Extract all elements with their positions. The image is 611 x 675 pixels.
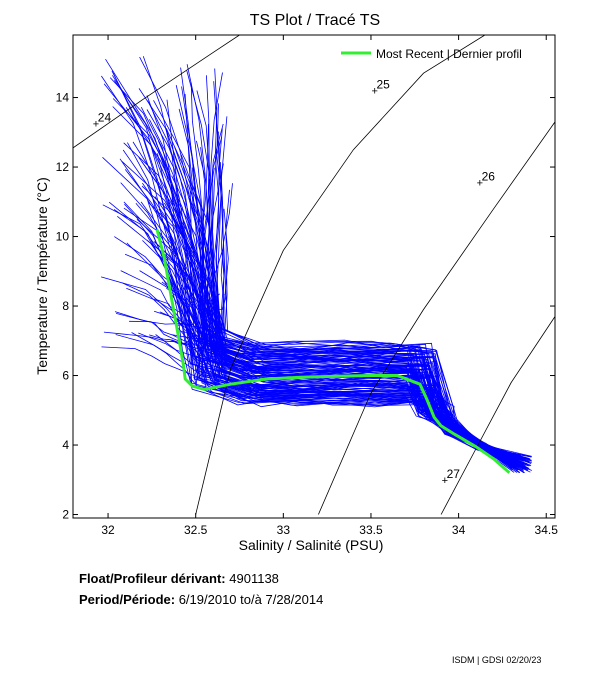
density-contour xyxy=(195,35,486,515)
density-contours: +24+25+26+27 xyxy=(73,35,555,515)
y-tick-label: 2 xyxy=(62,508,69,522)
profile-trace xyxy=(142,56,530,469)
profile-trace xyxy=(158,208,513,457)
profile-trace xyxy=(178,108,530,470)
profile-trace xyxy=(166,99,532,471)
profile-trace xyxy=(139,56,518,468)
profile-trace xyxy=(220,162,527,469)
profile-trace xyxy=(184,93,516,463)
y-tick-label: 8 xyxy=(62,299,69,313)
density-contour xyxy=(73,35,240,149)
profile-trace xyxy=(196,140,517,461)
profile-trace xyxy=(201,136,514,469)
profile-trace xyxy=(206,75,531,473)
footer-credit: ISDM | GDSI 02/20/23 xyxy=(452,655,542,665)
profile-trace xyxy=(180,154,529,467)
profile-trace xyxy=(213,81,532,466)
profile-trace xyxy=(112,75,517,465)
period-info: Period/Période: 6/19/2010 to/à 7/28/2014 xyxy=(79,592,323,607)
x-tick-label: 32.5 xyxy=(184,523,208,537)
float-info: Float/Profileur dérivant: 4901138 xyxy=(79,571,279,586)
profile-trace xyxy=(188,197,517,469)
y-tick-label: 4 xyxy=(62,438,69,452)
contour-label: 25 xyxy=(376,78,390,92)
profile-trace xyxy=(101,75,515,457)
float-id: 4901138 xyxy=(229,571,279,586)
profile-trace xyxy=(196,90,531,458)
density-contour xyxy=(318,121,555,515)
x-tick-label: 34.5 xyxy=(535,523,559,537)
contour-marker: + xyxy=(442,475,448,487)
legend-label: Most Recent | Dernier profil xyxy=(376,47,522,61)
profile-trace xyxy=(197,163,518,462)
profile-trace xyxy=(180,67,527,469)
contour-marker: + xyxy=(93,119,99,131)
x-axis-label: Salinity / Salinité (PSU) xyxy=(239,537,384,553)
profile-trace xyxy=(126,287,531,458)
density-contour xyxy=(440,316,555,515)
profile-trace xyxy=(210,128,518,469)
profile-trace xyxy=(181,86,524,471)
period-end: 7/28/2014 xyxy=(265,592,324,607)
profile-trace xyxy=(220,183,532,463)
contour-label: 26 xyxy=(482,170,496,184)
profile-trace xyxy=(200,123,515,465)
profile-trace xyxy=(215,131,516,458)
contour-marker: + xyxy=(371,86,377,98)
profile-trace xyxy=(191,167,514,462)
y-tick-label: 12 xyxy=(56,160,70,174)
x-tick-label: 34 xyxy=(452,523,466,537)
profile-trace xyxy=(109,77,522,468)
most-recent-profile-line xyxy=(155,229,511,474)
legend: Most Recent | Dernier profil xyxy=(341,47,522,61)
most-recent-layer xyxy=(155,229,511,474)
y-tick-label: 6 xyxy=(62,369,69,383)
profile-trace xyxy=(175,85,524,473)
period-separator: to/à xyxy=(240,592,262,607)
x-tick-label: 33.5 xyxy=(359,523,383,537)
period-start: 6/19/2010 xyxy=(178,592,237,607)
plot-frame xyxy=(72,34,556,519)
contour-label: 24 xyxy=(98,111,112,125)
contour-label: 27 xyxy=(447,467,461,481)
profile-traces xyxy=(100,56,532,474)
profile-trace xyxy=(215,151,516,468)
contour-marker: + xyxy=(477,178,483,190)
profile-trace xyxy=(192,185,518,466)
profile-trace xyxy=(205,103,528,465)
profile-trace xyxy=(223,189,521,463)
y-tick-label: 14 xyxy=(56,91,70,105)
profile-trace xyxy=(200,123,518,461)
profile-trace xyxy=(214,116,516,471)
y-axis-label: Temperature / Température (°C) xyxy=(34,177,50,375)
profile-trace xyxy=(214,68,522,472)
chart-title: TS Plot / Tracé TS xyxy=(250,12,380,29)
period-label: Period/Période: xyxy=(79,592,176,607)
x-tick-label: 33 xyxy=(277,523,291,537)
ts-chart: TS Plot / Tracé TS +24+25+26+27 32 32.5 33… xyxy=(34,12,558,553)
profile-trace xyxy=(223,208,518,459)
profile-trace xyxy=(214,335,513,464)
profile-trace xyxy=(120,270,514,464)
x-axis: 32 32.5 33 33.5 34 34.5 xyxy=(101,35,558,537)
y-tick-label: 10 xyxy=(56,230,70,244)
x-tick-label: 32 xyxy=(101,523,115,537)
float-label: Float/Profileur dérivant: xyxy=(79,571,226,586)
profile-trace xyxy=(195,167,525,474)
profile-trace xyxy=(194,178,515,461)
